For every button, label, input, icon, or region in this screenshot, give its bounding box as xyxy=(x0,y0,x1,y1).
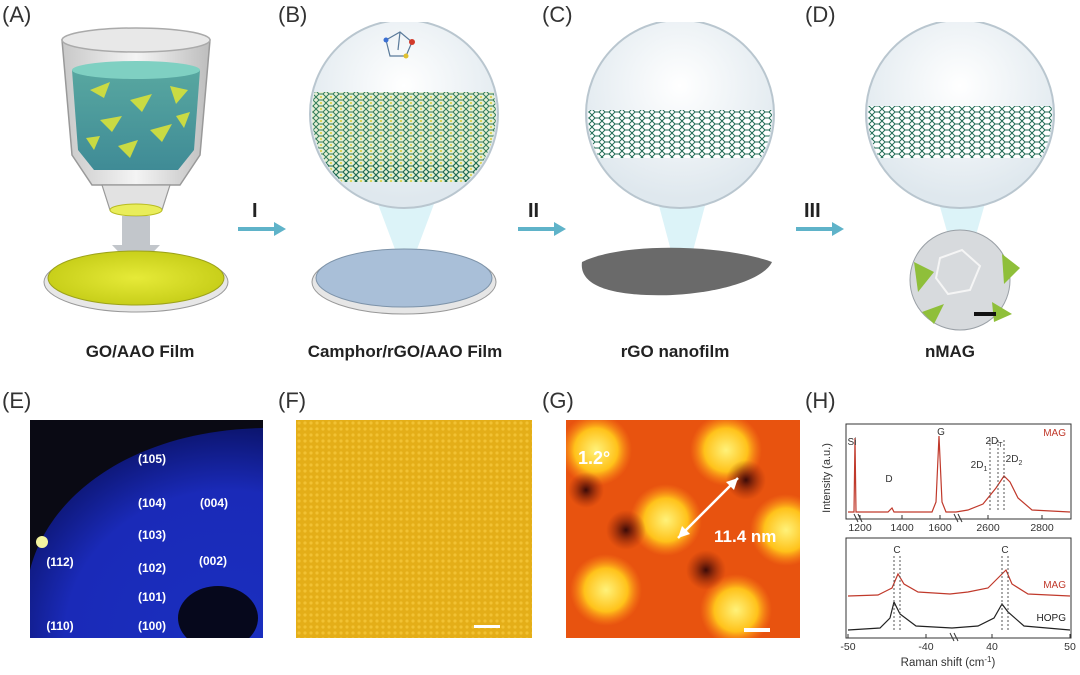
panel-label-b: (B) xyxy=(278,2,308,27)
legend-mag: MAG xyxy=(1043,580,1066,591)
raman-top-axes xyxy=(845,423,1072,520)
camphor-rgo-aao-illustration xyxy=(309,22,499,315)
x-tick-label: 1600 xyxy=(928,522,952,534)
period-label: 11.4 nm xyxy=(714,527,776,546)
panel-label-f: (F) xyxy=(278,388,307,413)
x-tick-label: 2800 xyxy=(1030,522,1054,534)
caption-nmag: nMAG xyxy=(924,342,976,361)
panel-label-c: (C) xyxy=(542,2,573,27)
peak-label: 2D1 xyxy=(971,460,988,473)
panel-label-h: (H) xyxy=(805,388,836,413)
diffraction-peak-label: (100) xyxy=(138,619,166,633)
atomic-lattice-image xyxy=(296,420,532,638)
rgo-nanofilm-illustration xyxy=(581,22,775,296)
caption-rgo-nanofilm: rGO nanofilm xyxy=(620,342,730,361)
panel-label-g: (G) xyxy=(542,388,574,413)
mag-spectrum-line xyxy=(848,435,1071,513)
period-arrow-icon xyxy=(677,477,739,539)
x-tick-label: 2600 xyxy=(976,522,1000,534)
step-label-iii: III xyxy=(804,200,821,222)
x-tick-label: -40 xyxy=(918,641,933,653)
scale-bar xyxy=(744,628,770,632)
peak-label: Si xyxy=(848,437,857,448)
step-label-ii: II xyxy=(528,200,540,222)
moire-pattern-image: 1.2° 11.4 nm xyxy=(566,420,800,638)
x-tick-label: 50 xyxy=(1064,641,1076,653)
diffraction-peak-label: (104) xyxy=(138,496,166,510)
diffraction-peak-label: (103) xyxy=(138,528,166,542)
panel-label-d: (D) xyxy=(805,2,836,27)
x-axis-label: Raman shift (cm-1) xyxy=(901,655,996,669)
legend-mag: MAG xyxy=(1043,428,1066,439)
y-axis-label: Intensity (a.u.) xyxy=(821,443,833,513)
peak-label: 2D2 xyxy=(1006,454,1023,467)
twist-angle-label: 1.2° xyxy=(578,448,610,468)
panel-label-a: (A) xyxy=(2,2,32,27)
peak-label: C xyxy=(893,545,900,556)
caption-go-aao-film: GO/AAO Film xyxy=(85,342,195,361)
x-tick-label: 40 xyxy=(986,641,998,653)
x-tick-label: 1200 xyxy=(848,522,872,534)
diffraction-peak-label: (102) xyxy=(138,561,166,575)
peak-label: D xyxy=(885,474,892,485)
caption-camphor-rgo-aao-film: Camphor/rGO/AAO Film xyxy=(307,342,503,361)
arrow-right-icon xyxy=(796,222,844,236)
diffraction-pattern: (105) (104) (004) (103) (112) (102) (002) (101)… xyxy=(30,420,263,638)
raman-bottom-axes xyxy=(845,537,1072,639)
panel-label-e: (E) xyxy=(2,388,32,413)
diffraction-peak-label: (101) xyxy=(138,590,166,604)
arrow-right-icon xyxy=(518,222,566,236)
diffraction-peak-label: (112) xyxy=(46,555,73,569)
mag-spectrum-line xyxy=(847,568,1071,597)
nmag-illustration xyxy=(865,22,1055,331)
step-label-i: I xyxy=(252,200,258,222)
peak-label: 2DT xyxy=(985,436,1003,449)
x-tick-label: -50 xyxy=(840,641,855,653)
diffraction-peak-label: (110) xyxy=(46,619,73,633)
go-aao-film-illustration xyxy=(43,27,229,313)
scale-bar xyxy=(474,625,500,628)
diffraction-peak-label: (002) xyxy=(199,554,227,568)
legend-hopg: HOPG xyxy=(1037,613,1067,624)
x-tick-label: 1400 xyxy=(890,522,914,534)
diffraction-peak-label: (004) xyxy=(200,496,228,510)
peak-label: C xyxy=(1001,545,1008,556)
peak-label: G xyxy=(937,427,945,438)
diffraction-peak-label: (105) xyxy=(138,452,166,466)
arrow-right-icon xyxy=(238,222,286,236)
